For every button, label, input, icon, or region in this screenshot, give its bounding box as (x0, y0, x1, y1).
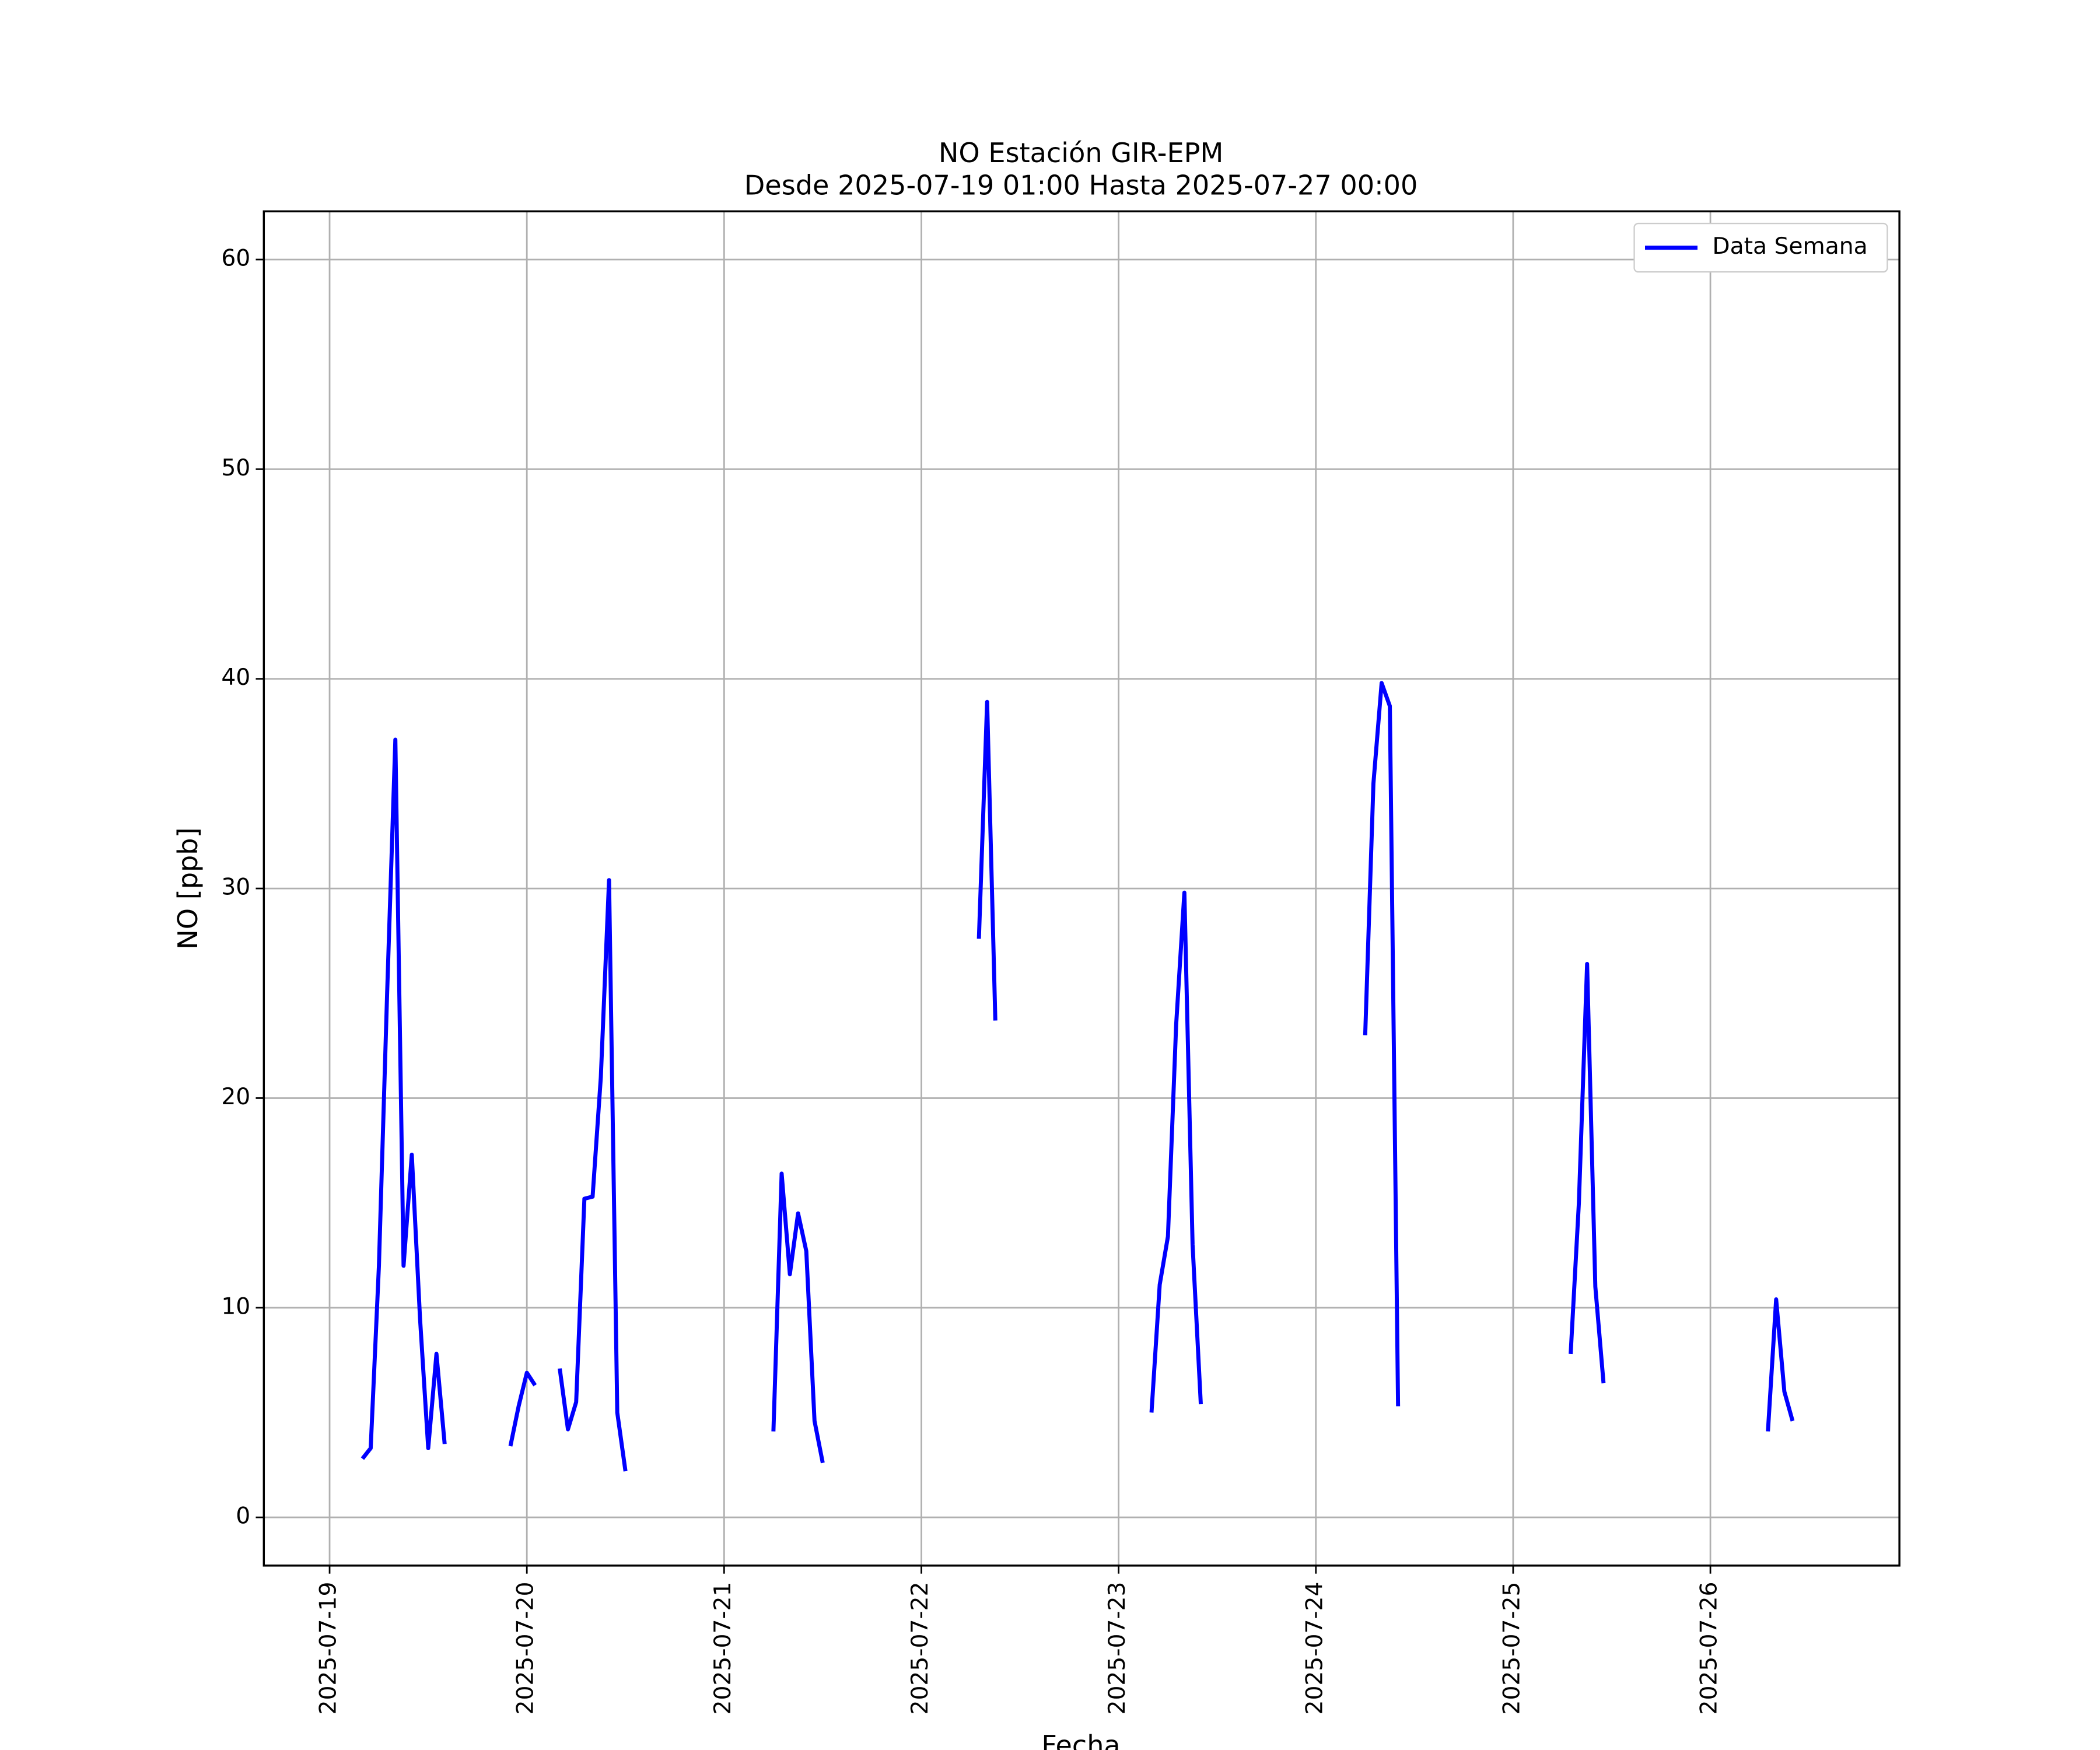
y-tick-label: 20 (221, 1084, 250, 1110)
x-tick-label: 2025-07-19 (316, 1582, 342, 1715)
x-tick-label: 2025-07-24 (1301, 1582, 1328, 1715)
y-tick-label: 50 (221, 455, 250, 481)
y-tick-label: 40 (221, 664, 250, 691)
x-tick-label: 2025-07-20 (513, 1582, 539, 1715)
y-tick-label: 30 (221, 874, 250, 901)
y-tick-label: 0 (236, 1503, 250, 1530)
x-axis-label: Fecha (1041, 1730, 1120, 1750)
x-tick-label: 2025-07-25 (1499, 1582, 1525, 1715)
y-tick-label: 60 (221, 245, 250, 271)
chart-subtitle: Desde 2025-07-19 01:00 Hasta 2025-07-27 … (744, 169, 1418, 201)
plot-frame (262, 210, 1901, 1567)
y-axis-label: NO [ppb] (172, 827, 204, 949)
x-tick-label: 2025-07-23 (1104, 1582, 1130, 1715)
legend-box (1633, 222, 1888, 273)
x-tick-label: 2025-07-26 (1696, 1582, 1723, 1715)
x-tick-label: 2025-07-22 (907, 1582, 933, 1715)
x-tick-label: 2025-07-21 (710, 1582, 736, 1715)
y-tick-label: 10 (221, 1293, 250, 1320)
legend: Data Semana (1633, 222, 1888, 273)
chart-title: NO Estación GIR-EPM (939, 137, 1223, 169)
legend-label: Data Semana (1712, 233, 1867, 260)
data-line (360, 681, 1795, 1472)
